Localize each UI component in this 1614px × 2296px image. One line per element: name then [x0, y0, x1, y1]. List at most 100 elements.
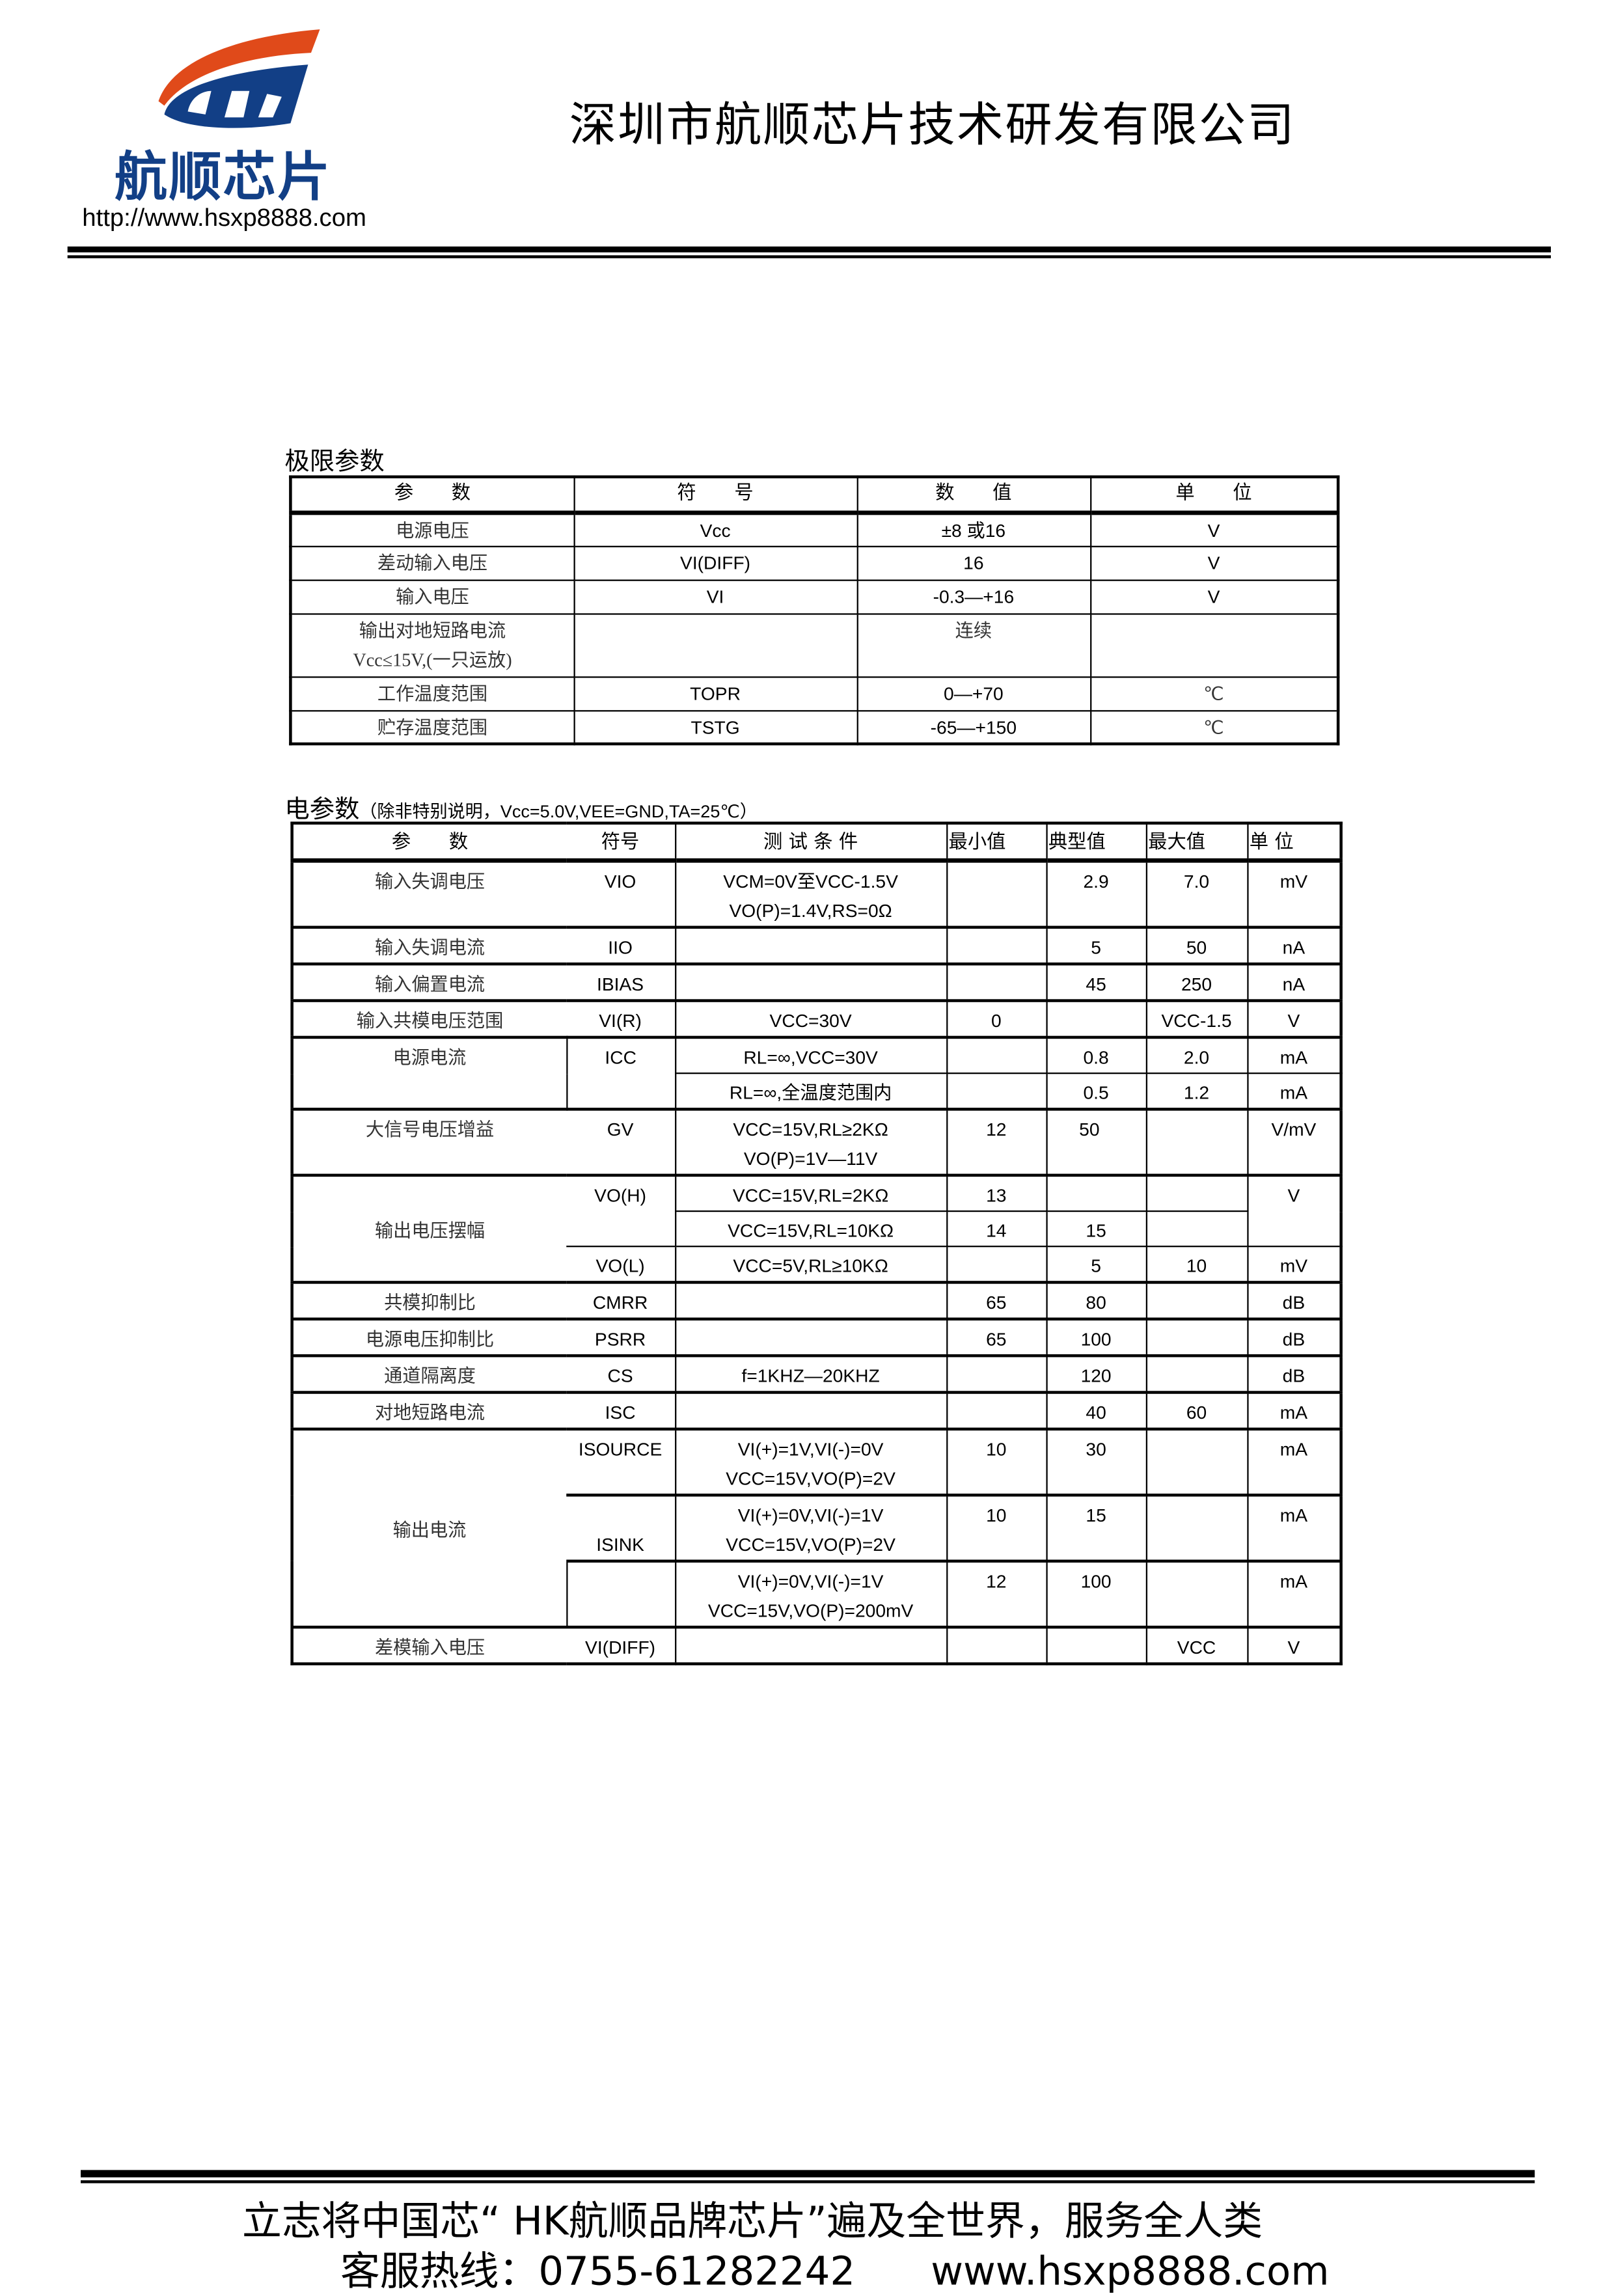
min-cell: 65	[946, 1281, 1047, 1320]
condition-cell: VCC=15V,RL=10KΩ	[674, 1210, 948, 1248]
symbol-cell: VI(R)	[566, 1000, 676, 1039]
value-cell: 连续	[856, 612, 1091, 677]
max-cell	[1145, 1560, 1248, 1628]
typ-cell	[1045, 1626, 1147, 1665]
header-rule	[67, 246, 1552, 253]
param-cell: 输入失调电流	[291, 926, 567, 965]
unit-cell: nA	[1246, 963, 1342, 1002]
param-cell: 电源电压抑制比	[291, 1318, 567, 1357]
symbol-cell: VO(L)	[566, 1246, 676, 1283]
value-cell: ±8 或16	[856, 511, 1091, 547]
company-url[interactable]: http://www.hsxp8888.com	[82, 204, 366, 232]
table-row: 电源电压抑制比 PSRR 65 100 dB	[291, 1318, 1342, 1357]
param-line: 输出对地短路电流	[359, 620, 506, 641]
param-cell: 输入共模电压范围	[291, 1000, 567, 1039]
typ-cell: 40	[1045, 1391, 1147, 1430]
min-cell	[946, 860, 1047, 928]
unit-cell: V	[1246, 1174, 1342, 1248]
symbol-cell: VIO	[566, 860, 676, 928]
max-cell: VCC-1.5	[1145, 1000, 1248, 1039]
logo-text: 航顺芯片	[114, 148, 332, 209]
unit-cell: nA	[1246, 926, 1342, 965]
table-row: 输入电压 VI -0.3—+16 V	[290, 579, 1339, 614]
symbol-cell: GV	[566, 1108, 676, 1176]
limits-table: 参 数 符 号 数 值 单 位 电源电压 Vcc ±8 或16 V 差动输入电压…	[289, 475, 1340, 745]
header-cell: 符号	[566, 822, 676, 863]
condition-cell: VCC=15V,RL≥2KΩ VO(P)=1V—11V	[674, 1108, 948, 1176]
electrical-table: 参 数 符号 测 试 条 件 最小值 典型值 最大值 单 位 输入失调电压 VI…	[290, 821, 1343, 1665]
min-cell: 65	[946, 1318, 1047, 1357]
param-cell: 对地短路电流	[291, 1391, 567, 1430]
table-row: 输入共模电压范围 VI(R) VCC=30V 0 VCC-1.5 V	[291, 1000, 1342, 1039]
typ-cell: 30	[1045, 1428, 1147, 1496]
table-row: 输入失调电压 VIO VCM=0V至VCC-1.5V VO(P)=1.4V,RS=…	[291, 860, 1342, 928]
symbol-cell: IBIAS	[566, 963, 676, 1002]
condition-line: VCC=15V,VO(P)=2V	[726, 1468, 896, 1490]
header-cell: 单 位	[1089, 476, 1339, 515]
table-row: 贮存温度范围 TSTG -65—+150 ℃	[290, 709, 1339, 745]
table-row: 电源电压 Vcc ±8 或16 V	[290, 511, 1339, 547]
symbol-cell: PSRR	[566, 1318, 676, 1357]
symbol-cell: CS	[566, 1355, 676, 1393]
min-cell	[946, 926, 1047, 965]
header-cell: 数 值	[856, 476, 1091, 515]
param-cell: 贮存温度范围	[290, 709, 575, 745]
param-cell: 工作温度范围	[290, 676, 575, 711]
typ-cell: 0.5	[1045, 1073, 1147, 1110]
condition-cell	[674, 1391, 948, 1430]
typ-cell: 15	[1045, 1494, 1147, 1562]
unit-cell: ℃	[1089, 709, 1339, 745]
table-row: 差动输入电压 VI(DIFF) 16 V	[290, 545, 1339, 581]
electrical-title-block: 电参数（除非特别说明，Vcc=5.0V,VEE=GND,TA=25℃）	[284, 788, 757, 825]
condition-cell: VCC=5V,RL≥10KΩ	[674, 1246, 948, 1283]
footer-slogan: 立志将中国芯“ HK航顺品牌芯片”遍及全世界，服务全人类	[241, 2199, 1263, 2245]
unit-cell: dB	[1246, 1281, 1342, 1320]
header-cell: 参 数	[290, 476, 575, 515]
max-cell	[1145, 1174, 1248, 1212]
symbol-cell: ISC	[566, 1391, 676, 1430]
condition-cell	[674, 963, 948, 1002]
symbol-cell: VI	[573, 579, 858, 614]
min-cell: 10	[946, 1494, 1047, 1562]
table-row: 输入失调电流 IIO 5 50 nA	[291, 926, 1342, 965]
condition-cell: VI(+)=0V,VI(-)=1V VCC=15V,VO(P)=200mV	[674, 1560, 948, 1628]
table-row: 大信号电压增益 GV VCC=15V,RL≥2KΩ VO(P)=1V—11V 12…	[291, 1108, 1342, 1176]
footer-contact: 客服热线：0755-61282242 www.hsxp8888.com	[340, 2249, 1330, 2295]
condition-cell	[674, 1626, 948, 1665]
unit-cell: V	[1089, 545, 1339, 581]
max-cell	[1145, 1494, 1248, 1562]
max-cell	[1145, 1108, 1248, 1176]
symbol-cell: TOPR	[573, 676, 858, 711]
table-row: 输入偏置电流 IBIAS 45 250 nA	[291, 963, 1342, 1002]
header-cell: 最小值	[946, 822, 1047, 863]
unit-cell: V	[1089, 579, 1339, 614]
min-cell: 14	[946, 1210, 1047, 1248]
unit-cell: mA	[1246, 1494, 1342, 1562]
max-cell	[1145, 1210, 1248, 1248]
unit-cell: mA	[1246, 1036, 1342, 1074]
condition-line: VCC=15V,RL≥2KΩ	[733, 1119, 888, 1140]
typ-cell: 50	[1045, 1108, 1147, 1176]
min-cell: 12	[946, 1108, 1047, 1176]
typ-cell: 100	[1045, 1560, 1147, 1628]
unit-cell: dB	[1246, 1355, 1342, 1393]
condition-line: VI(+)=0V,VI(-)=1V	[737, 1571, 884, 1592]
limits-title: 极限参数	[284, 447, 385, 477]
condition-cell: RL=∞,VCC=30V	[674, 1036, 948, 1074]
param-cell: 输出电流	[291, 1428, 567, 1628]
condition-cell: VI(+)=0V,VI(-)=1V VCC=15V,VO(P)=2V	[674, 1494, 948, 1562]
table-row: 输出电流 ISOURCE VI(+)=1V,VI(-)=0V VCC=15V,VO…	[291, 1428, 1342, 1628]
condition-cell: VI(+)=1V,VI(-)=0V VCC=15V,VO(P)=2V	[674, 1428, 948, 1496]
unit-cell: mA	[1246, 1073, 1342, 1110]
table-row: VCC=15V,RL=10KΩ 14 15	[292, 1210, 1341, 1248]
typ-cell	[1045, 1174, 1147, 1212]
header-cell: 参 数	[291, 822, 567, 863]
condition-cell	[674, 1281, 948, 1320]
param-cell: 电源电流	[291, 1036, 568, 1110]
table-row: 工作温度范围 TOPR 0—+70 ℃	[290, 676, 1339, 711]
param-cell: 输出电压摆幅	[291, 1174, 567, 1283]
min-cell	[946, 1246, 1047, 1283]
typ-cell: 120	[1045, 1355, 1147, 1393]
symbol-cell	[573, 612, 858, 677]
